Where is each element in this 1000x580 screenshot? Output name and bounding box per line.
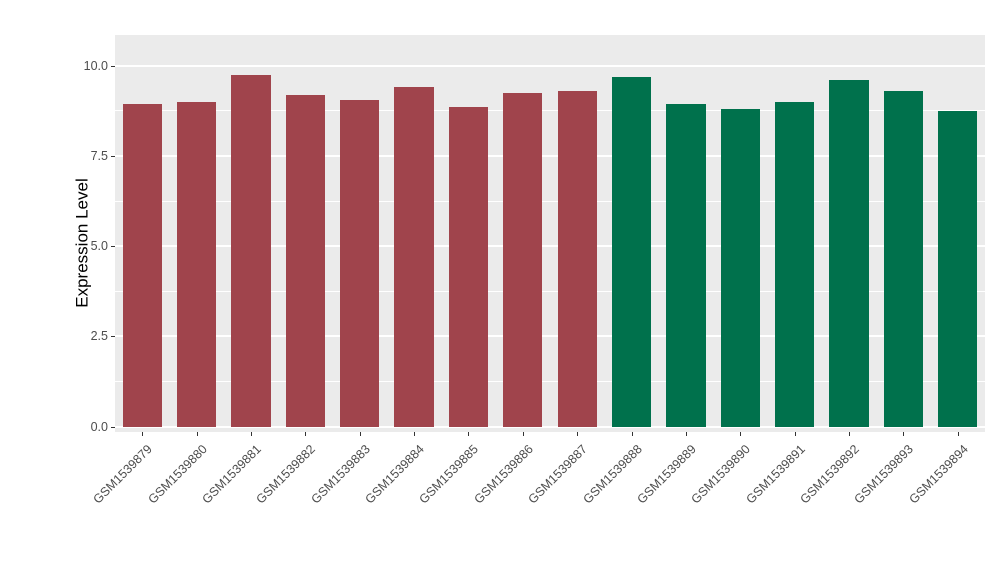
bar-GSM1539888 <box>611 76 652 427</box>
x-tick-mark <box>849 432 851 436</box>
gridline-major <box>115 64 985 67</box>
y-tick-mark <box>111 426 115 428</box>
x-tick-mark <box>414 432 416 436</box>
x-tick-mark <box>142 432 144 436</box>
y-tick-label: 0.0 <box>90 419 108 434</box>
bar-GSM1539884 <box>394 87 434 427</box>
gridline-minor <box>115 290 985 292</box>
x-tick-mark <box>359 432 361 436</box>
gridline-major <box>115 335 985 338</box>
gridline-minor <box>115 110 985 112</box>
bar-GSM1539891 <box>775 101 815 427</box>
gridline-minor <box>115 380 985 382</box>
x-tick-mark <box>794 432 796 436</box>
x-tick-mark <box>631 432 633 436</box>
y-tick-label: 2.5 <box>90 329 108 344</box>
bar-GSM1539892 <box>829 80 869 427</box>
y-tick-label: 5.0 <box>90 239 108 254</box>
x-tick-mark <box>957 432 959 436</box>
gridline-minor <box>115 200 985 202</box>
bar-GSM1539887 <box>557 90 597 427</box>
bar-GSM1539881 <box>231 74 271 427</box>
plot-panel <box>115 35 985 432</box>
bar-GSM1539879 <box>122 103 162 427</box>
x-tick-mark <box>685 432 687 436</box>
gridline-major <box>115 154 985 157</box>
x-tick-mark <box>903 432 905 436</box>
bar-GSM1539885 <box>448 107 488 427</box>
x-tick-mark <box>577 432 579 436</box>
x-tick-mark <box>740 432 742 436</box>
bar-GSM1539886 <box>503 92 543 427</box>
bar-GSM1539893 <box>883 90 923 427</box>
gridline-major <box>115 245 985 248</box>
bar-GSM1539880 <box>176 101 217 427</box>
bar-GSM1539889 <box>666 103 706 427</box>
x-tick-mark <box>468 432 470 436</box>
x-tick-mark <box>305 432 307 436</box>
bar-GSM1539890 <box>720 108 760 427</box>
bar-GSM1539894 <box>938 110 978 427</box>
bar-GSM1539882 <box>285 94 325 427</box>
x-tick-mark <box>250 432 252 436</box>
y-tick-mark <box>111 336 115 338</box>
y-tick-label: 10.0 <box>83 58 108 73</box>
y-tick-label: 7.5 <box>90 148 108 163</box>
y-tick-mark <box>111 246 115 248</box>
x-tick-mark <box>522 432 524 436</box>
y-tick-mark <box>111 155 115 157</box>
bar-GSM1539883 <box>340 99 380 427</box>
x-tick-mark <box>196 432 198 436</box>
gridline-major <box>115 425 985 428</box>
y-tick-mark <box>111 65 115 67</box>
